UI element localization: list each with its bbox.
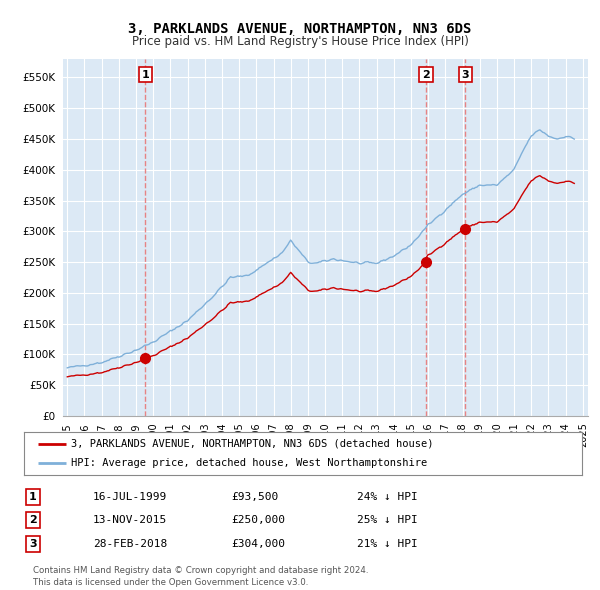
Text: 21% ↓ HPI: 21% ↓ HPI [357, 539, 418, 549]
Text: 3, PARKLANDS AVENUE, NORTHAMPTON, NN3 6DS: 3, PARKLANDS AVENUE, NORTHAMPTON, NN3 6D… [128, 22, 472, 37]
Text: Contains HM Land Registry data © Crown copyright and database right 2024.
This d: Contains HM Land Registry data © Crown c… [33, 566, 368, 587]
Text: HPI: Average price, detached house, West Northamptonshire: HPI: Average price, detached house, West… [71, 458, 428, 468]
Text: Price paid vs. HM Land Registry's House Price Index (HPI): Price paid vs. HM Land Registry's House … [131, 35, 469, 48]
Text: 3: 3 [461, 70, 469, 80]
Text: 13-NOV-2015: 13-NOV-2015 [93, 516, 167, 525]
Text: £304,000: £304,000 [231, 539, 285, 549]
Text: 3, PARKLANDS AVENUE, NORTHAMPTON, NN3 6DS (detached house): 3, PARKLANDS AVENUE, NORTHAMPTON, NN3 6D… [71, 439, 434, 449]
Text: 2: 2 [422, 70, 430, 80]
Text: 1: 1 [142, 70, 149, 80]
Text: 28-FEB-2018: 28-FEB-2018 [93, 539, 167, 549]
Text: 1: 1 [29, 492, 37, 502]
Text: £93,500: £93,500 [231, 492, 278, 502]
Text: 25% ↓ HPI: 25% ↓ HPI [357, 516, 418, 525]
Text: £250,000: £250,000 [231, 516, 285, 525]
Text: 16-JUL-1999: 16-JUL-1999 [93, 492, 167, 502]
Text: 2: 2 [29, 516, 37, 525]
Text: 24% ↓ HPI: 24% ↓ HPI [357, 492, 418, 502]
Text: 3: 3 [29, 539, 37, 549]
